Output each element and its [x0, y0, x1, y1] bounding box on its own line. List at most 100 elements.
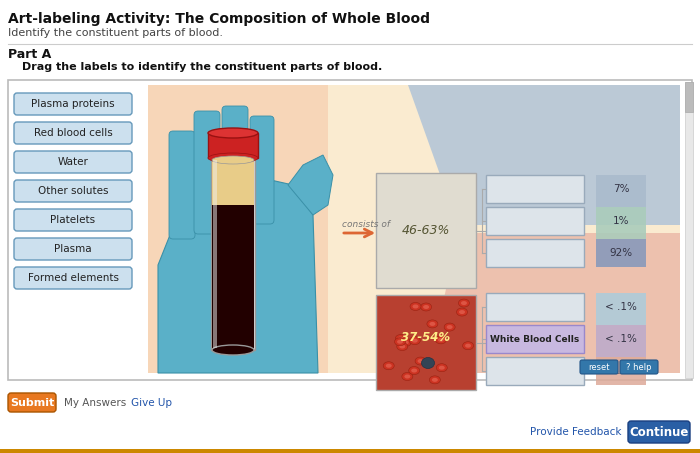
Ellipse shape — [438, 338, 444, 342]
Text: Plasma proteins: Plasma proteins — [32, 99, 115, 109]
Text: Red blood cells: Red blood cells — [34, 128, 113, 138]
FancyBboxPatch shape — [580, 360, 618, 374]
Ellipse shape — [410, 337, 420, 345]
FancyBboxPatch shape — [14, 93, 132, 115]
Bar — [211, 140, 255, 350]
Text: Identify the constituent parts of blood.: Identify the constituent parts of blood. — [8, 28, 223, 38]
Text: consists of: consists of — [342, 220, 390, 229]
Polygon shape — [428, 233, 680, 373]
Text: Drag the labels to identify the constituent parts of blood.: Drag the labels to identify the constitu… — [22, 62, 382, 72]
Text: Continue: Continue — [629, 425, 689, 439]
Ellipse shape — [429, 376, 440, 384]
Ellipse shape — [402, 372, 413, 381]
Ellipse shape — [423, 305, 429, 309]
Bar — [596, 325, 646, 357]
Bar — [8, 80, 692, 380]
Bar — [486, 325, 584, 353]
Ellipse shape — [410, 303, 421, 310]
Ellipse shape — [411, 369, 417, 372]
Text: Submit: Submit — [10, 397, 54, 408]
FancyBboxPatch shape — [14, 209, 132, 231]
Bar — [148, 85, 328, 373]
Text: Formed elements: Formed elements — [27, 273, 118, 283]
Ellipse shape — [456, 308, 468, 316]
Bar — [376, 173, 476, 288]
Text: 37-54%: 37-54% — [401, 331, 451, 344]
FancyBboxPatch shape — [14, 238, 132, 260]
Ellipse shape — [383, 362, 394, 370]
Ellipse shape — [458, 299, 470, 307]
Ellipse shape — [432, 378, 438, 382]
Text: Art-labeling Activity: The Composition of Whole Blood: Art-labeling Activity: The Composition o… — [8, 12, 430, 26]
Bar — [212, 205, 254, 348]
Ellipse shape — [459, 310, 465, 314]
Ellipse shape — [208, 153, 258, 163]
Bar — [208, 133, 258, 158]
Ellipse shape — [208, 128, 258, 138]
Ellipse shape — [423, 359, 433, 367]
Ellipse shape — [409, 366, 420, 375]
FancyBboxPatch shape — [628, 421, 690, 443]
Text: < .1%: < .1% — [605, 302, 637, 312]
Ellipse shape — [447, 325, 453, 329]
Ellipse shape — [412, 339, 418, 342]
Text: Water: Water — [57, 157, 88, 167]
Ellipse shape — [421, 357, 435, 368]
Bar — [148, 85, 680, 373]
Polygon shape — [408, 85, 680, 225]
FancyBboxPatch shape — [14, 267, 132, 289]
Bar — [596, 239, 646, 267]
FancyBboxPatch shape — [169, 131, 195, 239]
Ellipse shape — [212, 345, 254, 355]
Text: 92%: 92% — [610, 248, 633, 258]
Ellipse shape — [400, 338, 411, 347]
Bar — [685, 82, 693, 378]
FancyBboxPatch shape — [222, 106, 248, 224]
Ellipse shape — [427, 320, 438, 328]
Text: Provide Feedback: Provide Feedback — [530, 427, 622, 437]
FancyBboxPatch shape — [14, 180, 132, 202]
FancyBboxPatch shape — [14, 122, 132, 144]
Ellipse shape — [435, 336, 447, 344]
Ellipse shape — [465, 344, 471, 348]
Text: ? help: ? help — [626, 362, 652, 371]
Ellipse shape — [436, 364, 447, 372]
Ellipse shape — [415, 357, 426, 365]
Text: < .1%: < .1% — [605, 334, 637, 344]
Bar — [596, 357, 646, 385]
Bar — [685, 82, 693, 112]
Text: 7%: 7% — [612, 184, 629, 194]
Ellipse shape — [412, 304, 419, 308]
Bar — [596, 293, 646, 325]
Bar — [486, 239, 584, 267]
Bar — [596, 207, 646, 239]
Bar — [376, 295, 476, 390]
Bar — [213, 160, 217, 348]
Ellipse shape — [405, 375, 410, 379]
Polygon shape — [288, 155, 333, 215]
Ellipse shape — [397, 340, 403, 344]
Text: 99.9%: 99.9% — [604, 366, 638, 376]
FancyBboxPatch shape — [194, 111, 220, 234]
FancyBboxPatch shape — [620, 360, 658, 374]
Ellipse shape — [461, 301, 467, 305]
Text: White Blood Cells: White Blood Cells — [491, 334, 580, 343]
Text: 46-63%: 46-63% — [402, 224, 450, 237]
Polygon shape — [158, 175, 318, 373]
Text: Platelets: Platelets — [50, 215, 96, 225]
Bar — [486, 207, 584, 235]
Ellipse shape — [425, 361, 431, 365]
Ellipse shape — [429, 322, 435, 326]
Ellipse shape — [399, 345, 405, 348]
Ellipse shape — [397, 342, 408, 351]
Ellipse shape — [463, 342, 474, 350]
Ellipse shape — [402, 341, 409, 344]
Ellipse shape — [444, 323, 455, 331]
Ellipse shape — [418, 359, 424, 363]
Ellipse shape — [212, 156, 254, 164]
Ellipse shape — [421, 303, 432, 311]
Ellipse shape — [395, 338, 405, 346]
FancyBboxPatch shape — [250, 116, 274, 224]
Text: Give Up: Give Up — [131, 397, 172, 408]
Bar — [212, 160, 254, 205]
